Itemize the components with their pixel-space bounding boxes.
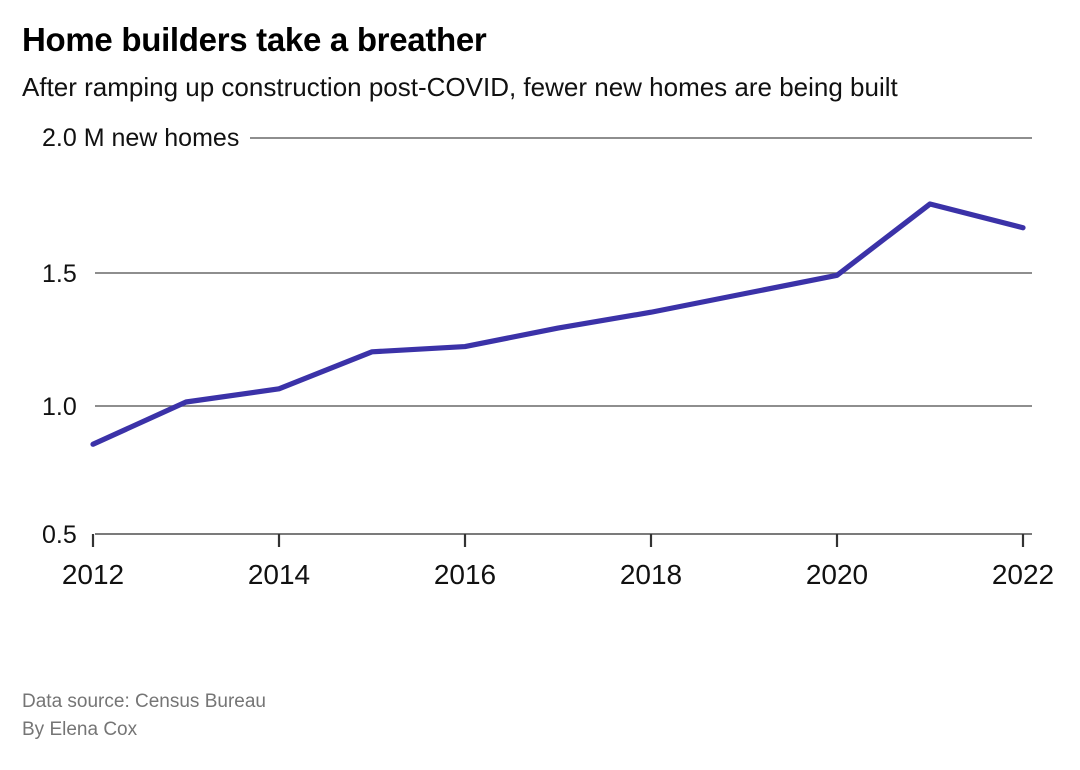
x-tick-label-2014: 2014	[248, 559, 310, 590]
byline-label: By Elena Cox	[22, 718, 138, 740]
x-tick-label-2016: 2016	[434, 559, 496, 590]
y-tick-label-0.5: 0.5	[42, 521, 77, 549]
page-title: Home builders take a breather	[22, 21, 487, 58]
line-chart-svg: 2.0 M new homes 1.5 1.0 0.5 2012 2014 20…	[42, 124, 1054, 590]
x-tick-label-2022: 2022	[992, 559, 1054, 590]
data-source-label: Data source: Census Bureau	[22, 691, 266, 712]
chart-plot-area: 2.0 M new homes 1.5 1.0 0.5 2012 2014 20…	[22, 117, 1058, 597]
x-tick-label-2020: 2020	[806, 559, 868, 590]
y-tick-label-1.0: 1.0	[42, 393, 77, 421]
y-tick-label-1.5: 1.5	[42, 260, 77, 288]
data-series-line	[90, 201, 1026, 447]
chart-footer: Data source: Census Bureau By Elena Cox	[22, 688, 266, 743]
page-subtitle: After ramping up construction post-COVID…	[22, 72, 898, 103]
x-tick-label-2012: 2012	[62, 559, 124, 590]
x-tick-label-2018: 2018	[620, 559, 682, 590]
y-tick-label-2.0: 2.0 M new homes	[42, 124, 239, 152]
